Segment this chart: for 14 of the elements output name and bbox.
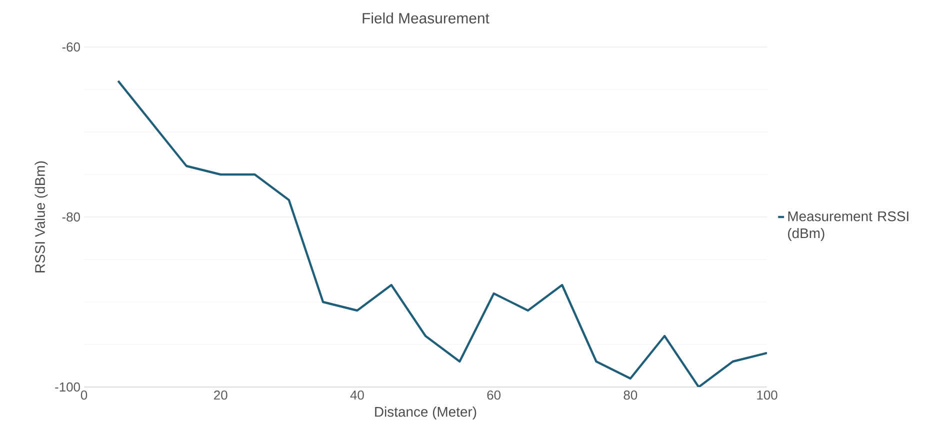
y-tick-label: -60 [62, 42, 80, 52]
x-tick-label: 0 [80, 390, 88, 400]
y-axis-title: RSSI Value (dBm) [34, 161, 48, 272]
y-tick-label: -100 [55, 382, 80, 392]
x-tick-label: 100 [757, 390, 778, 400]
x-tick-label: 20 [214, 390, 228, 400]
legend-label: Measurement RSSI (dBm) [788, 211, 908, 241]
x-tick-label: 40 [350, 390, 364, 400]
line-series [117, 80, 768, 387]
x-axis-title: Distance (Meter) [375, 406, 476, 420]
y-tick-label: -80 [62, 212, 80, 222]
x-tick-label: 60 [487, 390, 501, 400]
x-tick-label: 80 [624, 390, 638, 400]
chart-title: Field Measurement [362, 12, 490, 24]
